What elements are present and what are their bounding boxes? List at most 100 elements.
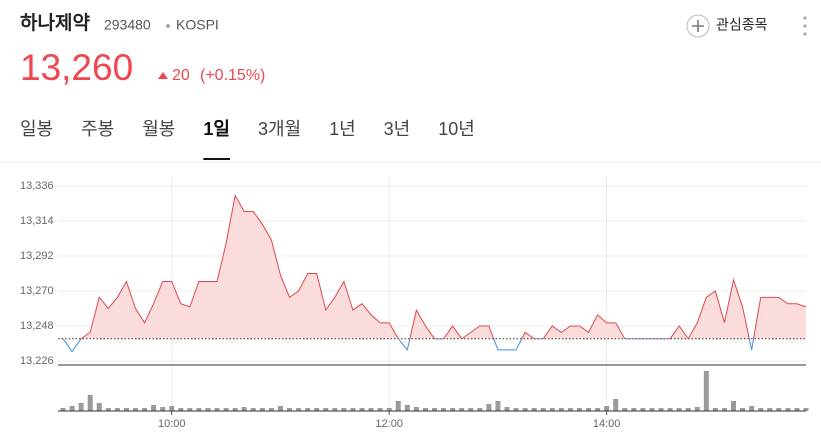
volume-bar	[631, 408, 637, 411]
volume-bar	[595, 408, 601, 411]
volume-bar	[395, 401, 401, 411]
y-tick-label: 13,226	[20, 355, 54, 367]
volume-bar	[658, 408, 664, 411]
y-tick-label: 13,314	[20, 215, 54, 227]
volume-bar	[241, 407, 247, 411]
y-tick-label: 13,292	[20, 250, 54, 262]
volume-bar	[522, 408, 528, 411]
volume-bar	[142, 408, 148, 411]
volume-bar	[214, 408, 220, 411]
volume-bar	[586, 408, 592, 411]
x-tick-label: 14:00	[593, 418, 621, 430]
volume-bar	[450, 408, 456, 411]
change: 20	[172, 67, 190, 84]
volume-bar	[232, 408, 238, 411]
volume-bar	[87, 395, 93, 411]
volume-bar	[123, 408, 129, 411]
volume-bar	[540, 408, 546, 411]
volume-bar	[160, 407, 166, 411]
volume-bar	[404, 405, 410, 411]
market: KOSPI	[176, 17, 219, 33]
volume-bar	[676, 408, 682, 411]
tab[interactable]: 3개월	[258, 119, 301, 139]
volume-bar	[223, 408, 229, 411]
x-tick-label: 10:00	[158, 418, 186, 430]
volume-bar	[495, 401, 501, 411]
volume-bar	[758, 408, 764, 411]
volume-bar	[350, 408, 356, 411]
volume-bar	[114, 408, 120, 411]
volume-bar	[432, 408, 437, 411]
volume-bar	[558, 408, 564, 411]
volume-bar	[703, 371, 709, 411]
volume-bar	[667, 408, 673, 411]
volume-bar	[649, 408, 655, 411]
up-arrow	[158, 72, 168, 79]
volume-bar	[721, 408, 727, 411]
volume-bar	[613, 399, 619, 411]
volume-bar	[332, 408, 338, 411]
volume-bar	[169, 406, 175, 411]
tab[interactable]: 10년	[438, 119, 475, 139]
volume-bar	[622, 408, 628, 411]
y-tick-label: 13,270	[20, 285, 54, 297]
plus-icon[interactable]	[692, 20, 704, 32]
volume-bar	[459, 408, 465, 411]
volume-bar	[250, 408, 256, 411]
volume-bar	[441, 408, 447, 411]
volume-bar	[712, 408, 718, 411]
volume-bar	[305, 408, 311, 411]
volume-bar	[477, 408, 483, 411]
volume-bar	[377, 408, 383, 411]
volume-bar	[604, 406, 610, 411]
volume-bar	[268, 408, 274, 411]
volume-bar	[749, 406, 755, 411]
watch-label[interactable]: 관심종목	[716, 17, 768, 33]
volume-bar	[69, 406, 75, 411]
y-tick-label: 13,336	[20, 180, 54, 192]
volume-bar	[794, 408, 800, 411]
tab-underline	[203, 158, 230, 160]
volume-bar	[323, 408, 329, 411]
tab[interactable]: 일봉	[20, 119, 53, 139]
volume-bar	[78, 403, 84, 411]
volume-bar	[277, 406, 283, 411]
volume-bar	[196, 408, 202, 411]
tab[interactable]: 월봉	[142, 119, 175, 139]
volume-bar	[549, 408, 555, 411]
volume-bar	[468, 408, 474, 411]
volume-bar	[504, 407, 510, 411]
volume-bar	[187, 408, 193, 411]
tab[interactable]: 1년	[329, 119, 356, 139]
volume-bar	[314, 408, 320, 411]
tab[interactable]: 3년	[384, 119, 411, 139]
volume-bar	[105, 408, 111, 411]
volume-bar	[341, 408, 347, 411]
dot	[166, 24, 170, 28]
volume-bar	[259, 408, 265, 411]
volume-bar	[740, 408, 746, 411]
price-line-up	[62, 194, 807, 339]
volume-bar	[640, 408, 646, 411]
plus-circle[interactable]	[686, 14, 710, 38]
volume-bar	[413, 407, 419, 411]
watch-button[interactable]: 관심종목	[686, 14, 768, 38]
volume-bar	[803, 408, 809, 411]
stock-name: 하나제약	[20, 12, 90, 34]
price: 13,260	[20, 47, 133, 88]
tab[interactable]: 1일	[203, 119, 230, 139]
volume-bar	[731, 401, 737, 411]
volume-bar	[132, 408, 138, 411]
change-pct: (+0.15%)	[200, 67, 265, 84]
volume-bar	[151, 405, 157, 411]
volume-bar	[386, 408, 392, 411]
volume-bar	[368, 408, 374, 411]
tab[interactable]: 주봉	[81, 119, 114, 139]
volume-bar	[205, 408, 211, 411]
volume-bar	[685, 408, 691, 411]
volume-bar	[776, 408, 782, 411]
more-menu[interactable]	[803, 16, 807, 36]
volume-bar	[567, 408, 573, 411]
volume-bar	[576, 408, 582, 411]
